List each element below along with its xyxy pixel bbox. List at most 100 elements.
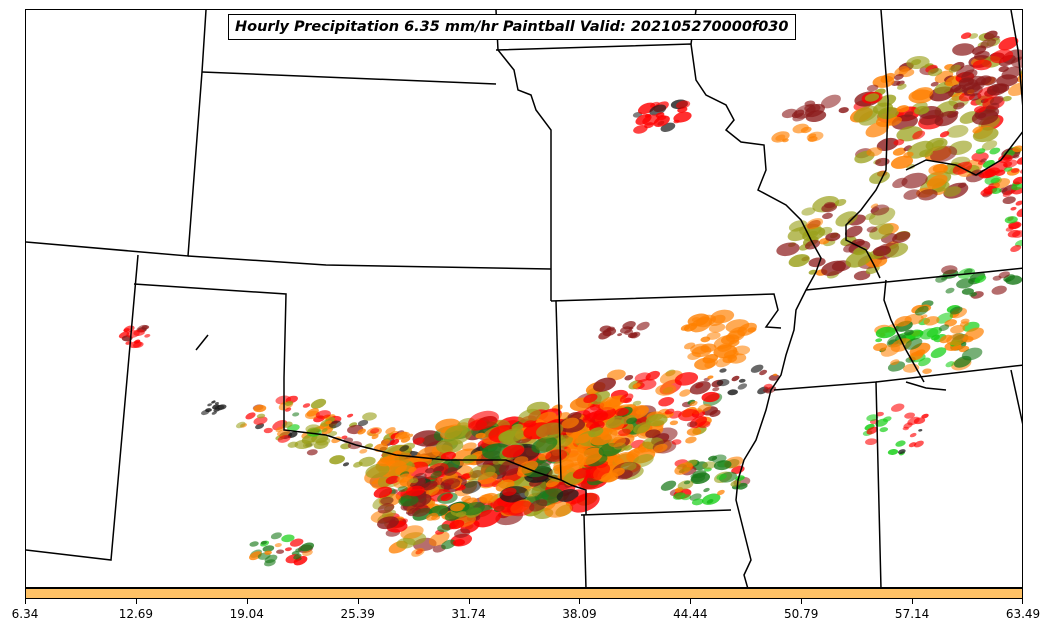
precip-blob [894, 315, 912, 327]
precip-blob [992, 275, 1002, 281]
precip-blob [1016, 207, 1022, 217]
precip-blob [461, 473, 472, 480]
precip-blob [986, 83, 1008, 96]
precip-blob [683, 323, 698, 332]
precip-blob [500, 428, 525, 443]
precip-blob [701, 493, 721, 505]
precip-blob [973, 105, 986, 113]
boundary-line [845, 10, 889, 279]
precip-blob [524, 487, 541, 498]
precip-blob [787, 226, 810, 242]
precip-blob [960, 318, 970, 324]
precip-blob [212, 404, 220, 410]
precip-blob [632, 400, 642, 406]
precip-blob [838, 107, 849, 114]
precip-blob [572, 467, 591, 479]
precip-blob [709, 409, 721, 417]
precip-blob [890, 403, 905, 412]
precip-blob [717, 489, 725, 496]
boundary-line [283, 378, 587, 515]
precip-blob [287, 431, 298, 438]
precip-blob [689, 381, 711, 395]
precip-blob [353, 461, 363, 468]
precip-blob [313, 440, 329, 449]
precip-blob [939, 131, 950, 138]
precip-blob [990, 177, 1000, 184]
precip-blob [750, 364, 764, 373]
boundary-line [875, 364, 1022, 383]
precipitation-layer [118, 30, 1022, 567]
precip-blob [544, 501, 573, 518]
precip-blob [865, 121, 890, 138]
precip-blob [576, 433, 592, 444]
colorbar-tick-label: 25.39 [340, 607, 375, 621]
map-title: Hourly Precipitation 6.35 mm/hr Paintbal… [228, 14, 796, 40]
precip-blob [680, 494, 692, 501]
precip-blob [653, 443, 668, 453]
precip-blob [930, 347, 947, 359]
precip-blob [585, 421, 599, 429]
precip-blob [321, 428, 328, 433]
precip-blob [545, 449, 568, 462]
precip-blob [951, 344, 962, 351]
precip-blob [441, 539, 457, 550]
precip-blob [306, 449, 318, 456]
precip-blob [941, 276, 948, 281]
precip-blob [866, 147, 883, 157]
precip-blob [896, 83, 907, 90]
precip-blob [357, 428, 366, 435]
precip-blob [977, 112, 987, 119]
precip-blob [763, 383, 773, 389]
precip-blob [373, 486, 393, 498]
colorbar-tick-mark [1022, 599, 1023, 604]
precip-blob [342, 462, 350, 467]
precip-blob [671, 439, 682, 445]
lake-outline [195, 334, 209, 351]
precip-blob [872, 75, 895, 88]
precip-blob [1018, 70, 1022, 76]
precip-blob [731, 375, 740, 382]
precip-blob [444, 467, 458, 476]
precip-blob [132, 341, 144, 348]
precip-blob [502, 487, 517, 496]
precip-blob [923, 316, 940, 326]
precip-blob [614, 407, 629, 416]
precip-blob [593, 377, 616, 392]
precip-blob [462, 454, 477, 464]
precip-blob [918, 429, 923, 432]
precip-blob [879, 427, 889, 433]
precip-blob [866, 414, 879, 422]
precip-blob [981, 140, 998, 151]
precip-blob [310, 398, 327, 409]
precip-blob [588, 427, 604, 438]
precip-blob [950, 324, 966, 334]
precip-blob [385, 475, 400, 485]
precip-blob [820, 94, 841, 109]
precip-blob [685, 436, 697, 444]
precip-blob [887, 116, 902, 126]
boundary-line [187, 255, 552, 270]
precip-blob [865, 438, 878, 446]
precip-blob [708, 323, 726, 333]
precip-blob [864, 93, 880, 102]
precip-blob [776, 242, 800, 257]
colorbar-tick-label: 57.14 [894, 607, 930, 621]
precip-blob [1005, 275, 1022, 285]
precip-blob [437, 524, 452, 533]
precip-blob [235, 421, 246, 429]
precip-blob [1012, 176, 1022, 185]
precip-blob [430, 470, 442, 479]
precip-blob [282, 421, 293, 428]
boundary-line [580, 509, 732, 516]
precip-blob [801, 207, 816, 216]
precip-blob [892, 231, 911, 244]
precip-blob [205, 408, 212, 413]
precip-blob [454, 528, 471, 538]
precip-blob [362, 412, 377, 421]
precip-blob [569, 492, 600, 513]
precip-blob [245, 412, 256, 420]
precip-blob [725, 330, 745, 342]
precip-blob [738, 378, 746, 383]
precip-blob [963, 268, 973, 275]
precip-blob [853, 270, 871, 281]
